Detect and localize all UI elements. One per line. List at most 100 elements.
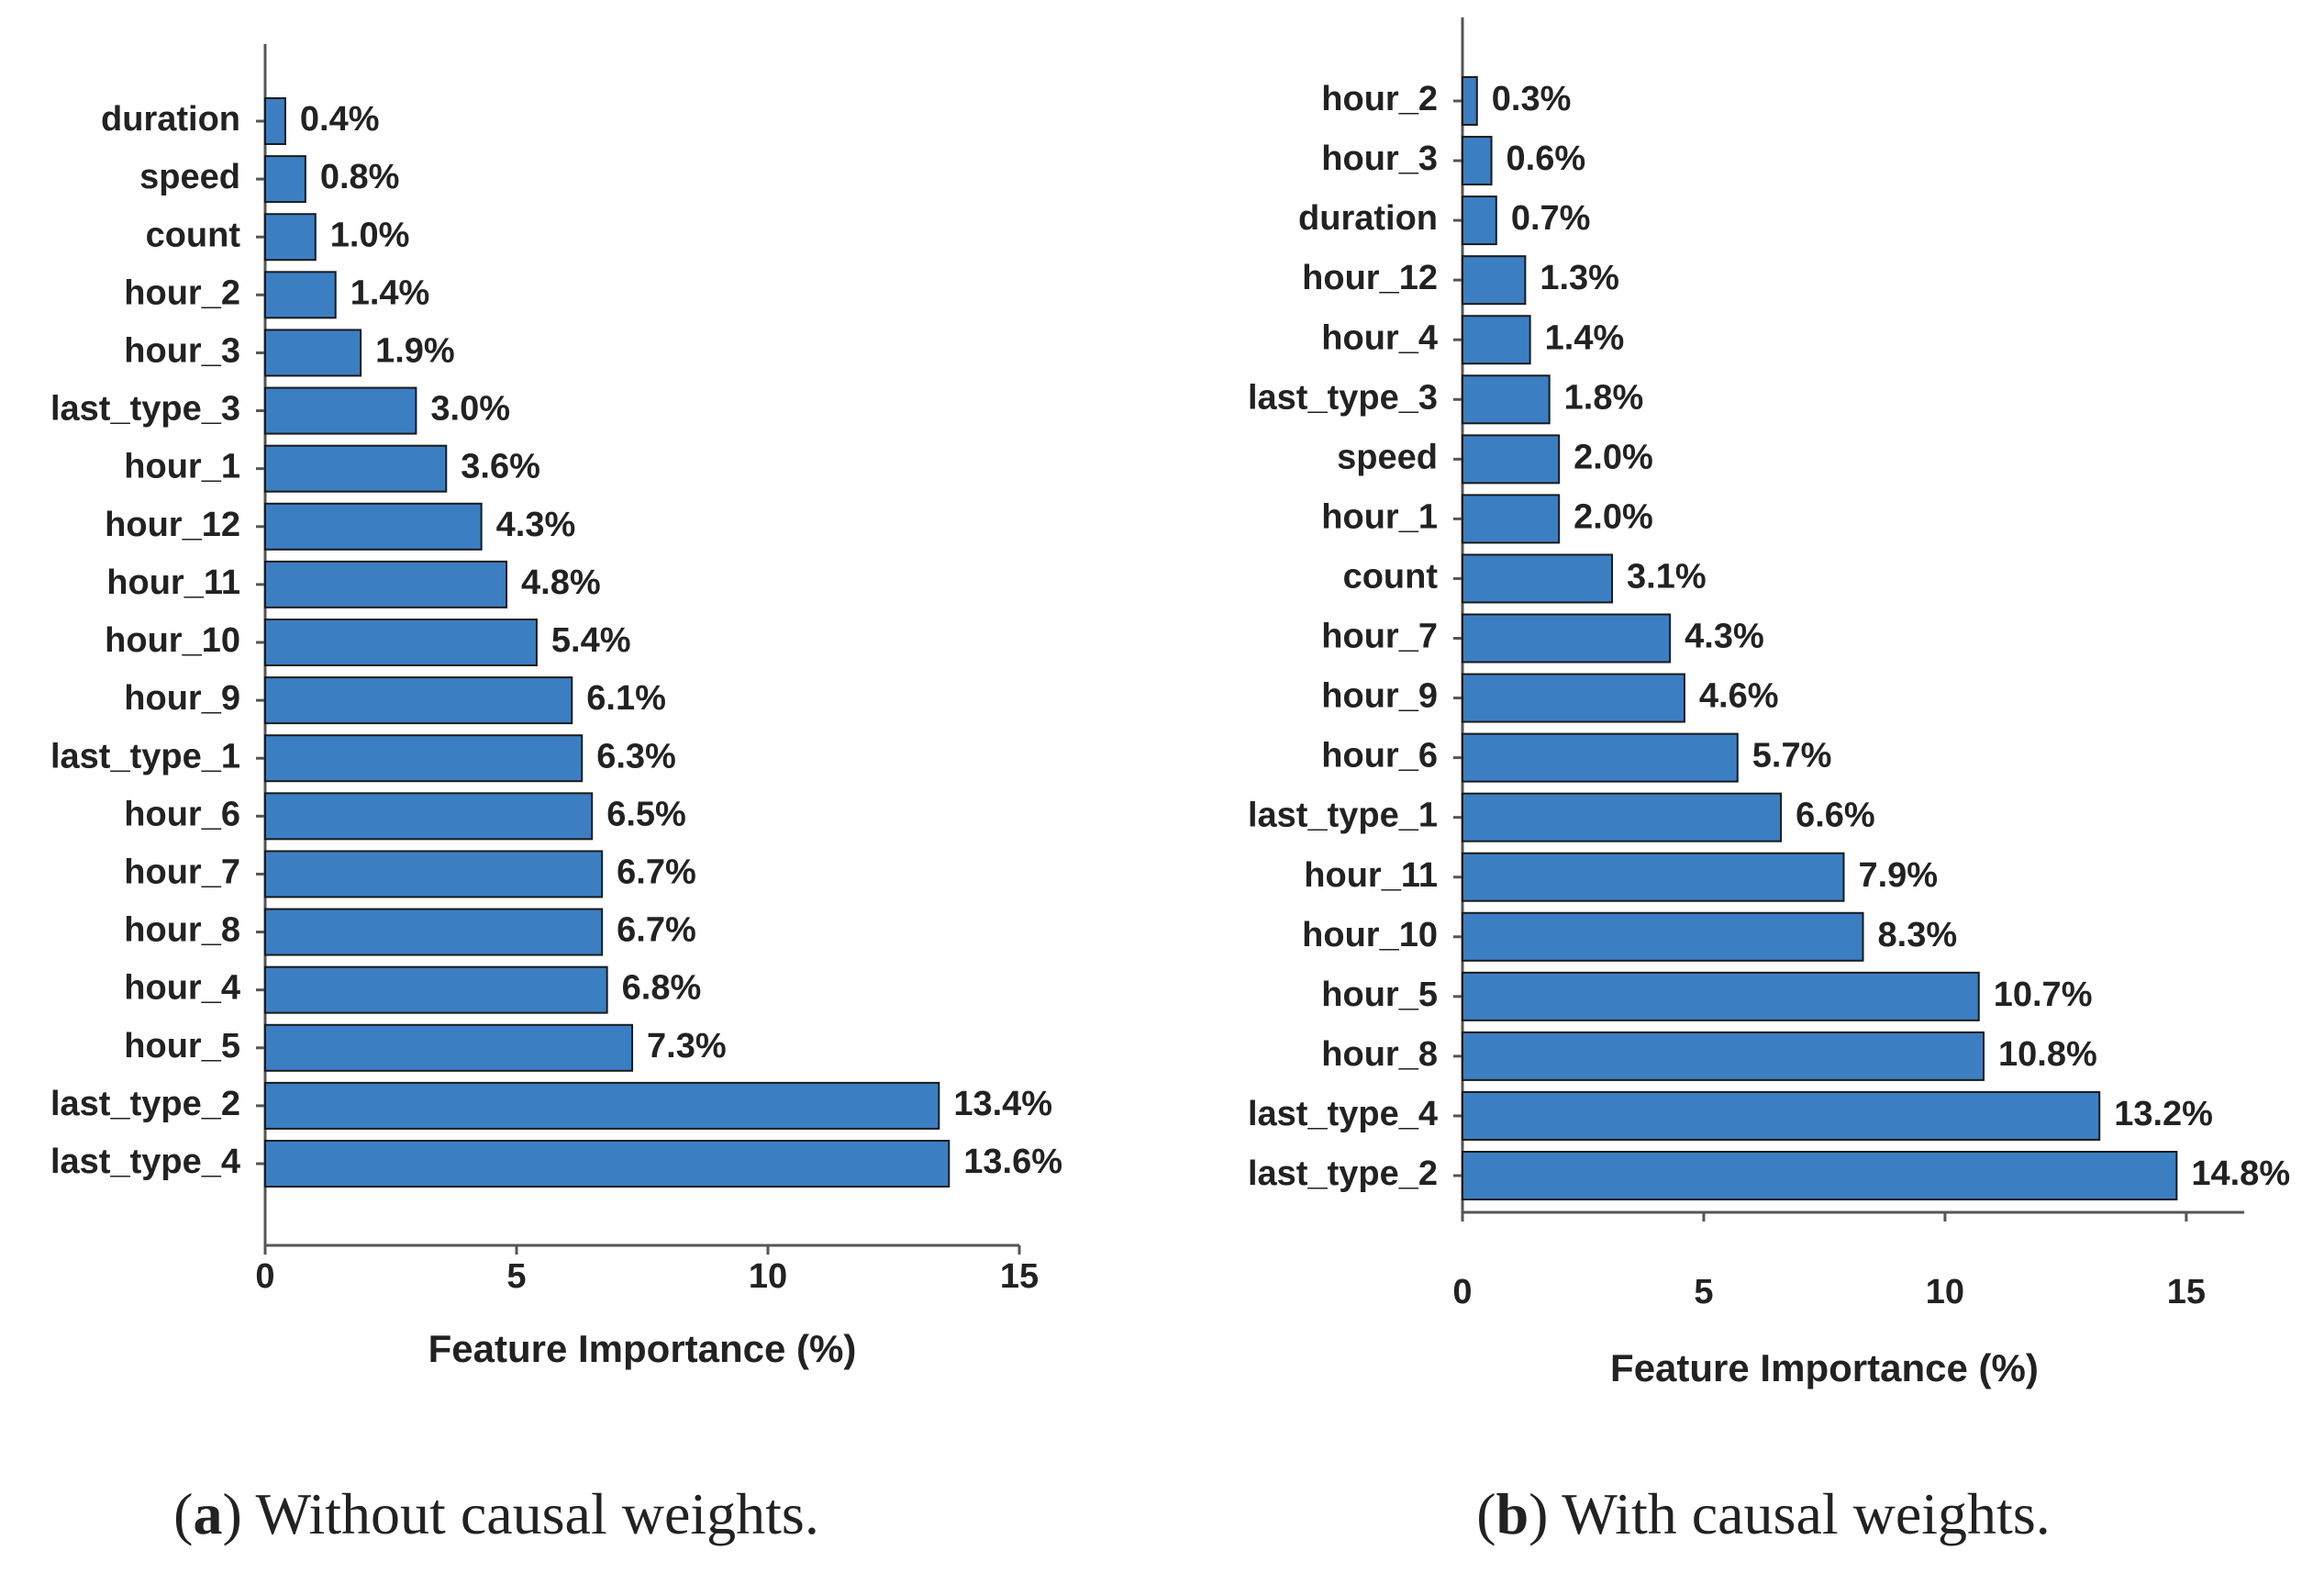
y-tick-label: hour_7 (124, 853, 240, 891)
y-tick-label: last_type_2 (1248, 1155, 1438, 1193)
y-tick-label: last_type_4 (1248, 1095, 1438, 1133)
y-tick-label: hour_9 (1321, 677, 1438, 716)
y-tick-label: hour_11 (1304, 856, 1438, 895)
bar (264, 560, 508, 608)
bar (1462, 1031, 1985, 1081)
y-tick-label: hour_3 (1321, 139, 1438, 178)
value-label: 6.7% (617, 911, 696, 950)
bar (264, 329, 362, 377)
bar (1462, 76, 1478, 126)
bar (1462, 374, 1551, 425)
y-tick-label: hour_8 (1321, 1035, 1438, 1074)
caption: (b) With causal weights. (1476, 1481, 2050, 1546)
y-tick-label: hour_6 (124, 795, 240, 833)
y-tick-label: hour_5 (1321, 976, 1438, 1014)
y-tick-label: hour_2 (124, 273, 240, 312)
bar (1462, 732, 1739, 783)
bar (264, 619, 538, 666)
y-tick-label: last_type_2 (50, 1085, 240, 1123)
bar (264, 502, 483, 551)
value-label: 0.3% (1492, 80, 1572, 118)
x-axis-title: Feature Importance (%) (428, 1327, 857, 1370)
x-tick-label: 10 (749, 1257, 787, 1296)
bar (264, 792, 594, 841)
x-tick-label: 15 (1000, 1257, 1039, 1296)
bar (1462, 1151, 2178, 1200)
value-label: 7.9% (1858, 856, 1938, 895)
value-label: 3.1% (1627, 557, 1707, 596)
y-tick-label: hour_10 (1302, 916, 1438, 954)
value-label: 0.8% (320, 158, 400, 196)
value-label: 5.4% (551, 621, 631, 660)
y-tick-label: hour_2 (1321, 80, 1438, 118)
value-label: 3.0% (430, 390, 510, 429)
y-tick-label: duration (101, 100, 240, 139)
x-tick-label: 0 (255, 1257, 274, 1296)
bar (264, 676, 573, 725)
y-tick-label: last_type_1 (1248, 797, 1438, 835)
bar (1462, 673, 1685, 723)
bar (1462, 1090, 2101, 1141)
y-tick-label: last_type_4 (50, 1143, 240, 1181)
bar (1462, 434, 1561, 485)
bar (1462, 255, 1527, 306)
bar (264, 1140, 951, 1188)
value-label: 6.3% (596, 737, 676, 775)
bar (264, 850, 604, 898)
y-tick-label: hour_9 (124, 679, 240, 718)
value-label: 4.3% (1685, 618, 1764, 656)
value-label: 14.8% (2191, 1155, 2290, 1193)
bar (264, 908, 604, 956)
bar (264, 97, 286, 145)
value-label: 0.6% (1507, 139, 1586, 178)
value-label: 1.4% (350, 273, 430, 312)
y-tick-label: hour_4 (1321, 318, 1438, 357)
value-label: 10.8% (1998, 1035, 2097, 1074)
y-tick-label: last_type_1 (50, 737, 240, 775)
value-label: 7.3% (647, 1027, 727, 1065)
bar (1462, 971, 1980, 1021)
value-label: 0.7% (1511, 199, 1591, 238)
y-tick-label: last_type_3 (1248, 378, 1438, 417)
value-label: 6.1% (586, 679, 666, 718)
value-label: 8.3% (1878, 916, 1958, 954)
bar (1462, 613, 1672, 664)
bar (264, 734, 584, 783)
value-label: 1.8% (1564, 378, 1644, 417)
value-label: 10.7% (1994, 976, 2093, 1014)
y-tick-label: hour_11 (106, 563, 240, 602)
y-tick-label: hour_6 (1321, 737, 1438, 775)
bar (1462, 852, 1845, 902)
x-axis-title: Feature Importance (%) (1610, 1346, 2039, 1389)
value-label: 6.6% (1796, 797, 1875, 835)
value-label: 5.7% (1752, 737, 1832, 775)
value-label: 13.4% (953, 1085, 1052, 1123)
y-tick-label: hour_12 (1302, 259, 1438, 297)
y-tick-label: hour_7 (1321, 618, 1438, 656)
bar (1462, 553, 1614, 604)
y-tick-label: count (1343, 557, 1439, 596)
value-label: 1.3% (1540, 259, 1619, 297)
value-label: 1.0% (330, 216, 410, 254)
y-tick-label: count (146, 216, 241, 254)
caption: (a) Without causal weights. (173, 1481, 819, 1546)
y-tick-label: hour_8 (124, 911, 240, 950)
y-tick-label: duration (1298, 199, 1438, 238)
value-label: 13.2% (2114, 1095, 2213, 1133)
y-tick-label: hour_3 (124, 331, 240, 370)
value-label: 13.6% (963, 1143, 1062, 1181)
value-label: 1.4% (1545, 318, 1625, 357)
bar (1462, 195, 1497, 246)
value-label: 4.8% (521, 563, 601, 602)
bar (264, 1081, 940, 1130)
bar (264, 155, 306, 204)
bar (1462, 136, 1493, 186)
bar (264, 386, 417, 435)
x-tick-label: 15 (2167, 1273, 2206, 1311)
y-tick-label: last_type_3 (50, 390, 240, 429)
bar (264, 213, 317, 262)
bar (1462, 792, 1783, 842)
y-tick-label: hour_5 (124, 1027, 240, 1065)
x-tick-label: 10 (1926, 1273, 1964, 1311)
